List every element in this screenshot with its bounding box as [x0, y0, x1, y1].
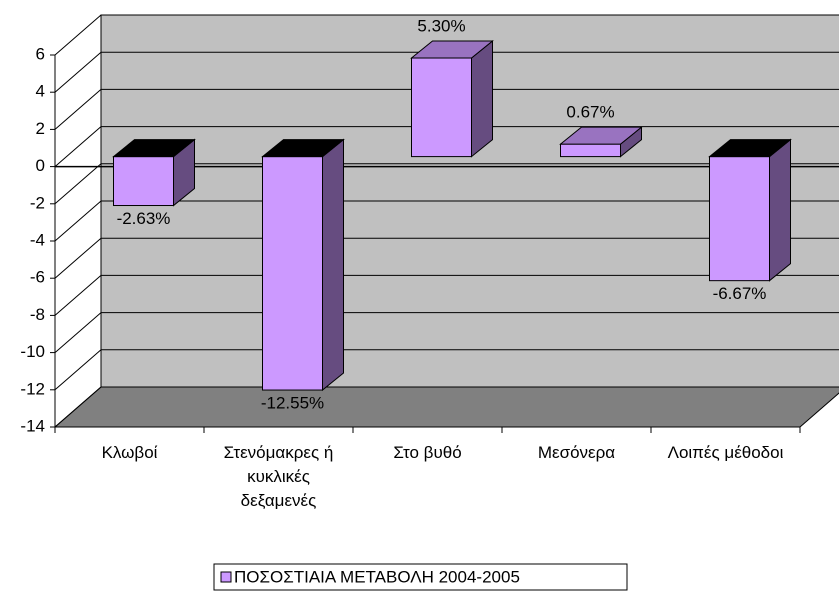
x-tick-label: Κλωβοί — [101, 443, 158, 462]
bar-top — [708, 139, 792, 158]
grid-line-side — [54, 126, 102, 167]
y-tick-label: 0 — [36, 156, 45, 175]
legend-label: ΠΟΣΟΣΤΙΑΙΑ ΜΕΤΑΒΟΛΗ 2004-2005 — [234, 567, 520, 586]
bar-side — [322, 138, 344, 392]
bar-top — [261, 139, 345, 158]
y-tick-label: -4 — [30, 230, 45, 249]
grid-line-side — [54, 275, 102, 316]
x-tick-label: Στο βυθό — [393, 443, 462, 462]
bar-front — [262, 156, 323, 391]
legend-swatch — [220, 571, 232, 583]
grid-line-side — [54, 89, 102, 130]
x-tick-label: Λοιπές μέθοδοι — [667, 443, 784, 462]
legend-box — [213, 563, 628, 591]
bar-front — [709, 156, 770, 282]
grid-line-side — [54, 51, 102, 93]
grid-line-side — [54, 386, 102, 428]
bar-top — [559, 126, 643, 145]
y-tick-label: 4 — [36, 82, 45, 101]
y-tick-label: 6 — [36, 44, 45, 63]
grid-line-side — [54, 349, 102, 391]
grid-line-side — [54, 200, 102, 242]
x-tick-label: Στενόμακρες ή κυκλικές δεξαμενές — [223, 443, 334, 510]
value-label: -6.67% — [713, 284, 767, 303]
bar-top — [410, 40, 494, 59]
bar-front — [411, 57, 472, 158]
value-label: 0.67% — [566, 103, 614, 122]
bar-top — [112, 139, 196, 158]
bar-front — [560, 143, 621, 158]
y-tick-label: -8 — [30, 305, 45, 324]
grid-line-side — [54, 14, 102, 56]
y-tick-label: -10 — [20, 342, 45, 361]
x-tick-label: Μεσόνερα — [537, 443, 616, 462]
y-tick-label: 2 — [36, 119, 45, 138]
value-label: -12.55% — [261, 394, 324, 413]
grid-line-side — [54, 163, 102, 205]
y-tick-label: -14 — [20, 416, 45, 435]
grid-line-side — [54, 237, 102, 279]
floor — [53, 386, 839, 428]
y-tick-label: -12 — [20, 379, 45, 398]
y-tick-label: -2 — [30, 193, 45, 212]
bar-side — [471, 39, 493, 158]
y-tick-label: -6 — [30, 268, 45, 287]
bar-side — [769, 138, 791, 282]
bar-front — [113, 156, 174, 207]
value-label: 5.30% — [417, 17, 465, 36]
value-label: -2.63% — [117, 209, 171, 228]
grid-line-side — [54, 312, 102, 353]
